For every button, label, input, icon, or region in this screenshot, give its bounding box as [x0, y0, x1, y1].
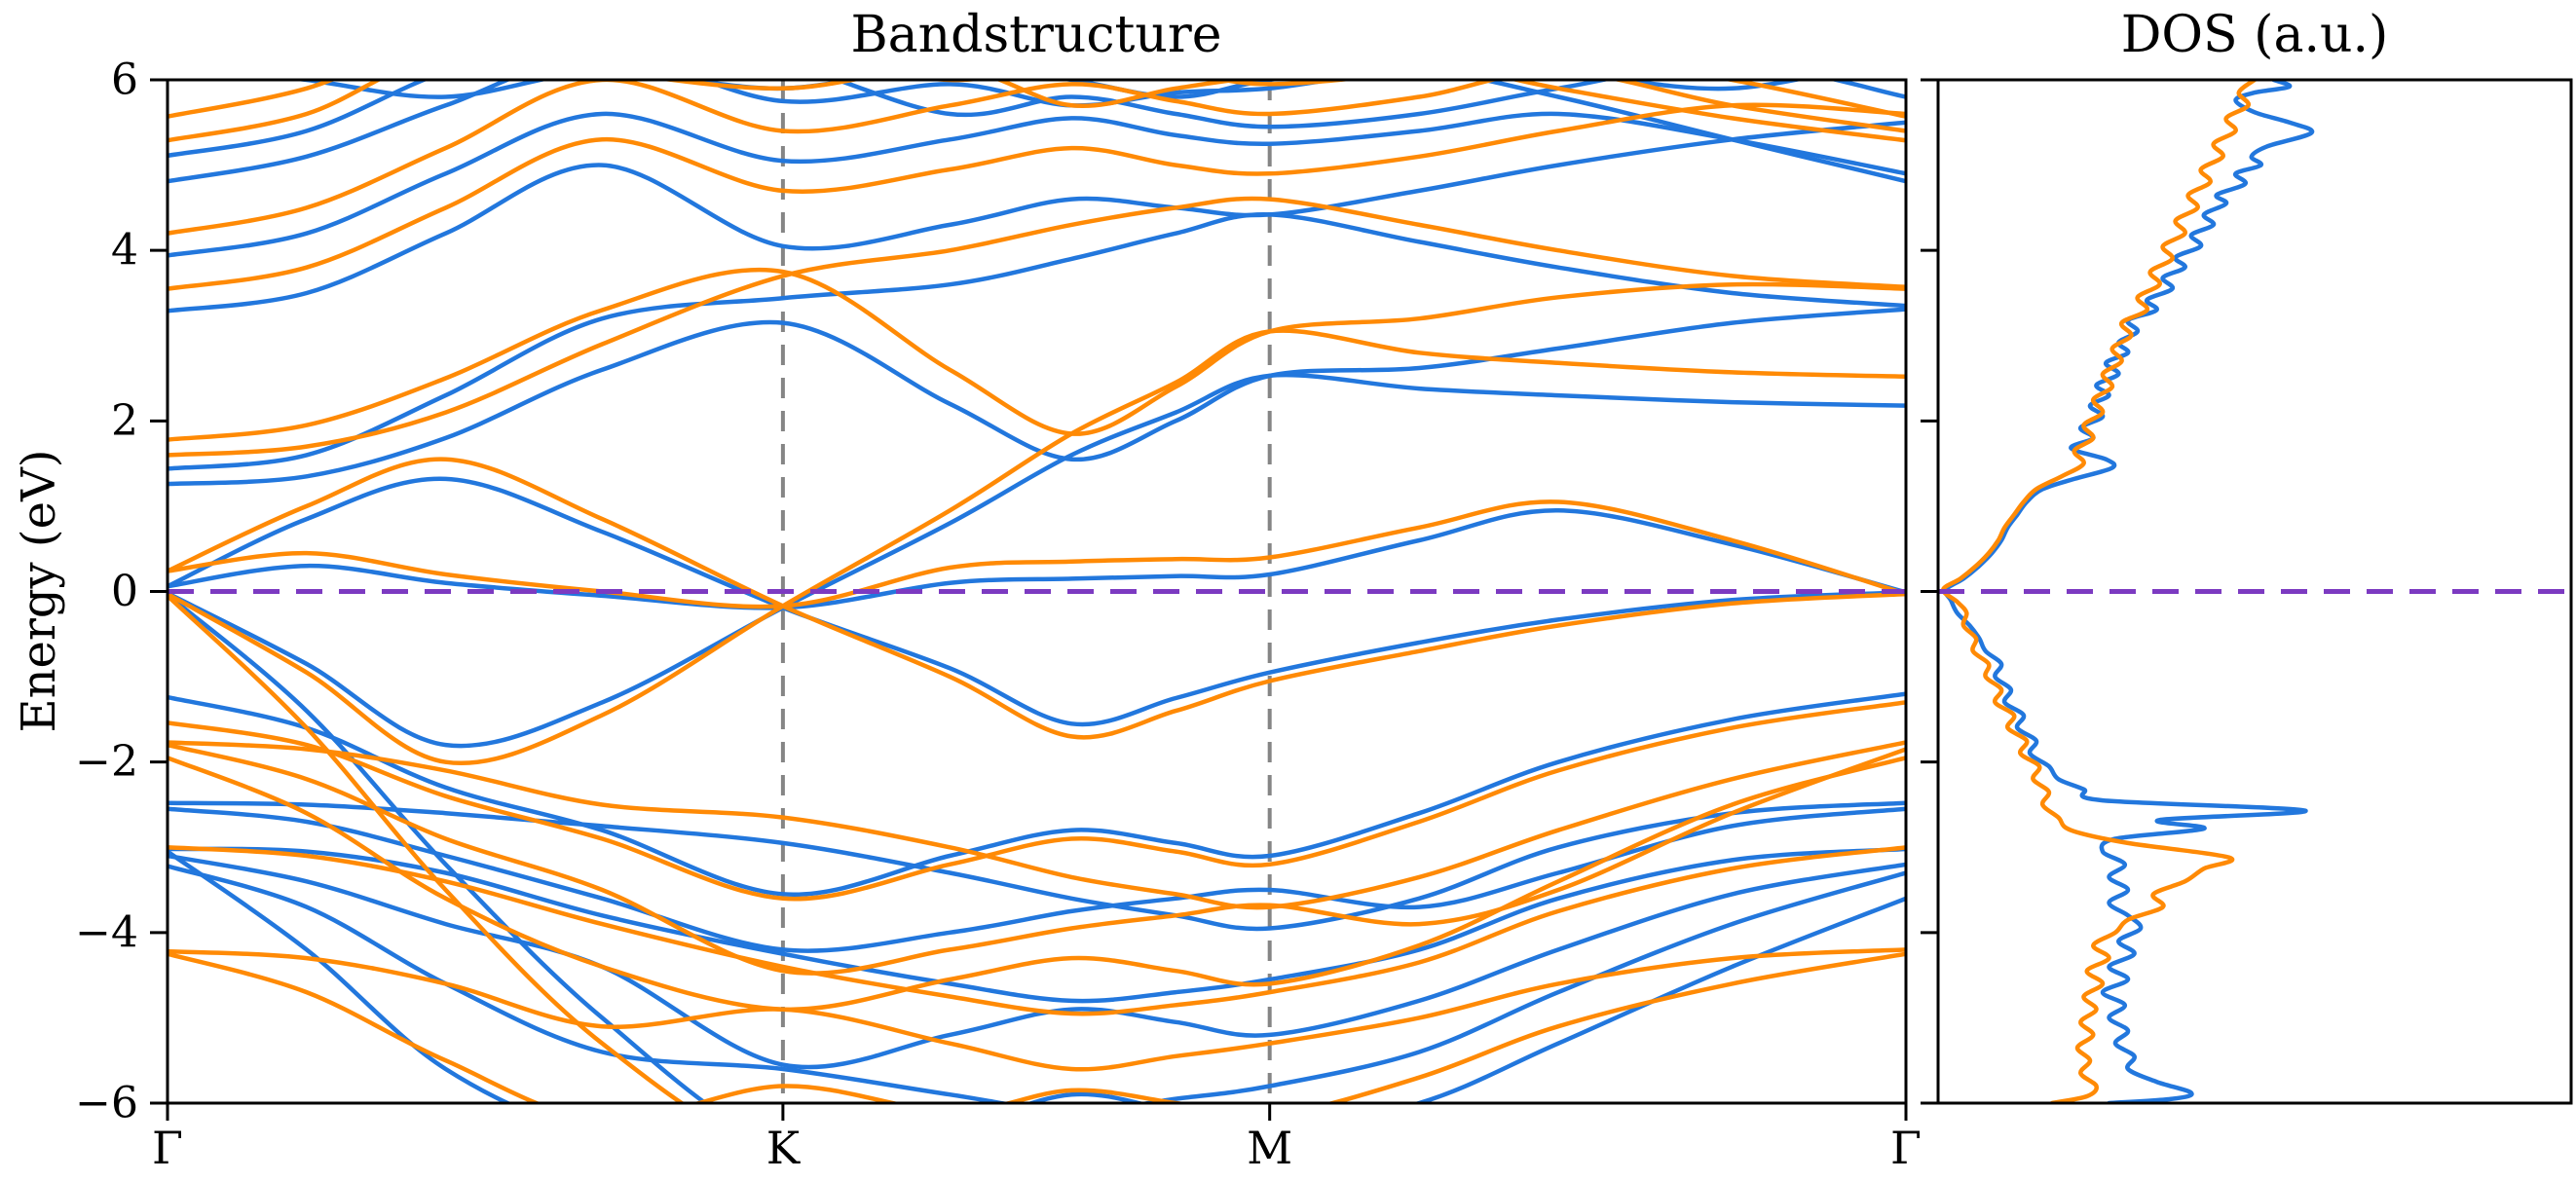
- band-line-blue: [168, 212, 1906, 471]
- dos-panel: [1938, 80, 2571, 1103]
- y-tick-label: −6: [75, 1079, 138, 1128]
- band-line-orange: [168, 457, 1906, 740]
- band-line-orange: [168, 267, 1906, 442]
- band-line-blue: [168, 864, 1906, 1103]
- band-line-orange: [168, 196, 1906, 458]
- y-tick-label: 6: [111, 55, 138, 105]
- band-panel: [168, 80, 1906, 1103]
- band-line-orange: [168, 845, 1906, 1016]
- band-line-orange: [168, 700, 1906, 902]
- band-line-orange: [168, 80, 1906, 236]
- band-line-orange: [168, 756, 1906, 1013]
- band-line-orange: [168, 951, 1906, 1103]
- y-tick-label: 0: [111, 567, 138, 616]
- k-tick-label: K: [766, 1122, 802, 1174]
- band-panel-title: Bandstructure: [850, 6, 1222, 64]
- y-tick-label: −2: [75, 737, 138, 787]
- band-line-orange: [168, 742, 1906, 976]
- band-line-orange: [168, 102, 1906, 291]
- band-line-blue: [168, 806, 1906, 953]
- band-line-blue: [168, 849, 1906, 1103]
- band-line-blue: [168, 307, 1906, 487]
- y-tick-label: −4: [75, 907, 138, 957]
- y-tick-label: 2: [111, 396, 138, 446]
- band-line-blue: [168, 853, 1906, 1070]
- band-line-blue: [168, 80, 1906, 159]
- band-line-blue: [168, 846, 1906, 1004]
- y-tick-label: 4: [111, 226, 138, 276]
- band-line-orange: [168, 80, 1906, 143]
- band-line-orange: [168, 947, 1906, 1072]
- band-line-blue: [168, 508, 1906, 610]
- band-line-orange: [168, 740, 1906, 910]
- band-line-blue: [168, 120, 1906, 314]
- band-line-blue: [168, 111, 1906, 258]
- k-tick-label: Γ: [1890, 1122, 1922, 1174]
- band-line-orange: [168, 328, 1906, 765]
- band-line-orange: [168, 499, 1906, 609]
- k-tick-label: Γ: [152, 1122, 183, 1174]
- band-line-blue: [168, 592, 710, 1103]
- band-line-orange: [168, 593, 686, 1103]
- k-tick-label: M: [1247, 1122, 1292, 1174]
- dos-curve-orange: [1940, 80, 2258, 1103]
- band-line-blue: [168, 800, 1906, 932]
- dos-panel-title: DOS (a.u.): [2120, 6, 2389, 64]
- band-line-blue: [168, 691, 1906, 898]
- band-line-blue: [168, 372, 1906, 749]
- band-line-blue: [288, 80, 1807, 99]
- band-line-blue: [168, 476, 1906, 727]
